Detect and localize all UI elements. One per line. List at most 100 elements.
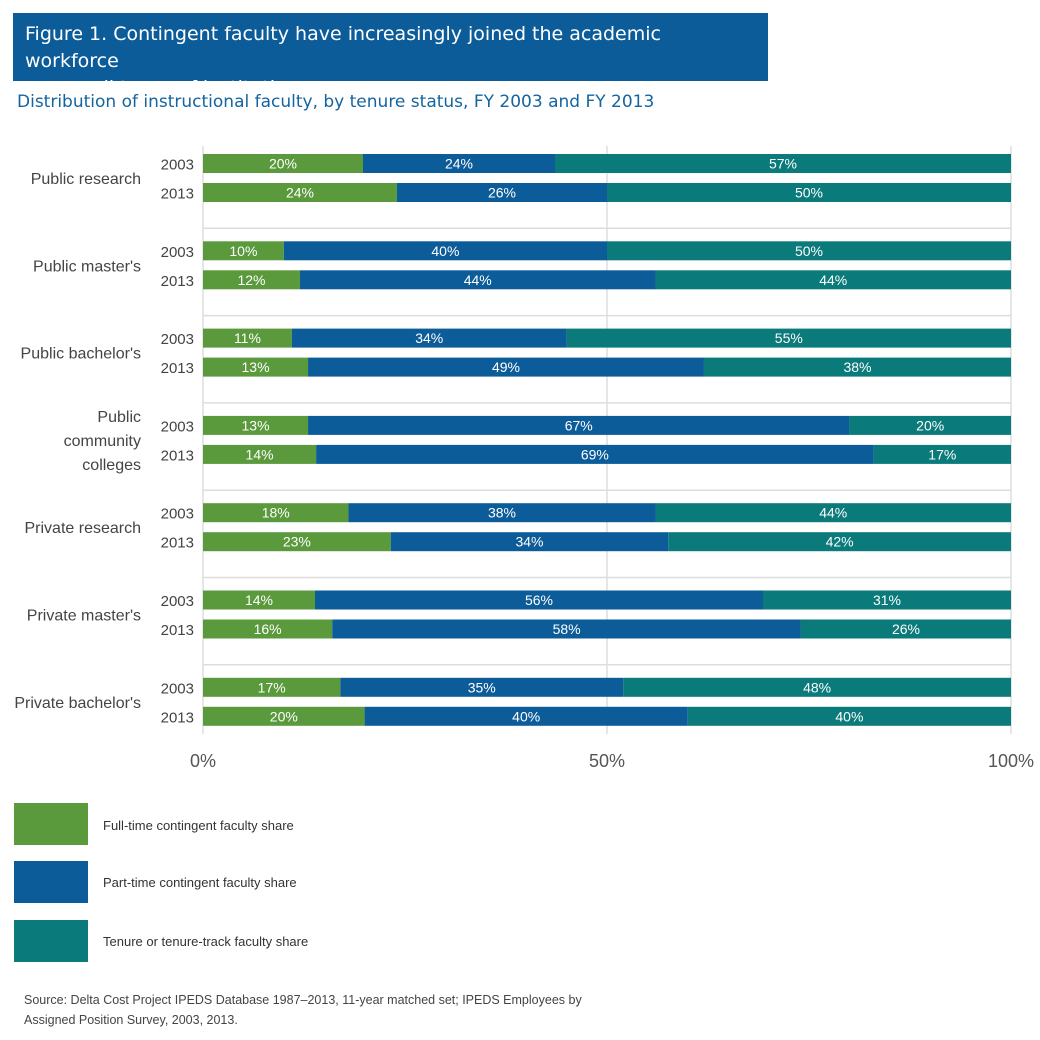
chart-subtitle: Distribution of instructional faculty, b…: [17, 92, 655, 112]
data-label-part-time: 49%: [492, 359, 520, 375]
bar-segment-part-time: [332, 619, 801, 639]
figure-title-banner: Figure 1. Contingent faculty have increa…: [13, 13, 768, 99]
data-label-tenure: 17%: [928, 446, 956, 462]
legend-label-part-time: Part-time contingent faculty share: [103, 875, 297, 890]
bar-segment-tenure: [703, 357, 1011, 377]
data-label-part-time: 34%: [415, 330, 443, 346]
bar-segment-full-time: [203, 532, 391, 552]
legend-swatch-part-time: [14, 861, 88, 903]
bar-segment-tenure: [566, 328, 1011, 348]
legend-label-tenure: Tenure or tenure-track faculty share: [103, 934, 309, 949]
year-label: 2003: [161, 244, 194, 261]
year-label: 2003: [161, 331, 194, 348]
bar-segment-part-time: [363, 154, 555, 173]
data-label-tenure: 44%: [819, 272, 847, 288]
source-line2: Assigned Position Survey, 2003, 2013.: [24, 1013, 238, 1027]
bar-segment-tenure: [655, 270, 1011, 290]
bar-segment-tenure: [555, 154, 1011, 173]
data-label-tenure: 48%: [803, 679, 831, 695]
bar-segment-full-time: [203, 241, 284, 261]
bar-segment-part-time: [291, 328, 567, 348]
data-label-full-time: 20%: [270, 708, 298, 724]
data-label-part-time: 24%: [445, 156, 473, 172]
year-label: 2003: [161, 506, 194, 523]
bar-segment-part-time: [308, 415, 850, 435]
bar-segment-full-time: [203, 619, 333, 639]
data-label-full-time: 24%: [286, 185, 314, 201]
data-label-part-time: 38%: [488, 505, 516, 521]
category-label: Public bachelor's: [21, 346, 141, 363]
year-label: 2013: [161, 709, 194, 726]
x-tick-label: 100%: [988, 751, 1034, 771]
data-label-part-time: 69%: [581, 446, 609, 462]
bar-segment-part-time: [308, 357, 704, 377]
data-label-tenure: 50%: [795, 185, 823, 201]
bar-segment-tenure: [800, 619, 1011, 639]
data-label-tenure: 57%: [769, 156, 797, 172]
source-line1: Source: Delta Cost Project IPEDS Databas…: [24, 993, 582, 1007]
bar-segment-part-time: [390, 532, 669, 552]
data-label-tenure: 40%: [835, 708, 863, 724]
bar-segment-tenure: [668, 532, 1011, 552]
legend-label-full-time: Full-time contingent faculty share: [103, 818, 294, 833]
bar-segment-full-time: [203, 590, 315, 610]
bar-segment-tenure: [849, 415, 1011, 435]
bar-segment-tenure: [607, 241, 1011, 261]
category-label: Public research: [31, 171, 141, 188]
bar-segment-part-time: [364, 706, 688, 726]
category-label: Private master's: [27, 608, 141, 625]
category-label: Private bachelor's: [14, 695, 141, 712]
legend-swatch-full-time: [14, 803, 88, 845]
bar-segment-tenure: [607, 183, 1011, 202]
data-label-full-time: 18%: [262, 505, 290, 521]
category-label: Public: [97, 409, 141, 426]
data-label-full-time: 14%: [246, 446, 274, 462]
data-label-tenure: 38%: [843, 359, 871, 375]
year-label: 2013: [161, 186, 194, 203]
data-label-part-time: 56%: [525, 592, 553, 608]
data-label-full-time: 17%: [258, 679, 286, 695]
category-label: Private research: [25, 520, 142, 537]
bar-segment-tenure: [623, 677, 1011, 697]
x-tick-label: 0%: [190, 751, 216, 771]
x-tick-label: 50%: [589, 751, 625, 771]
bar-segment-full-time: [203, 154, 363, 173]
data-label-full-time: 13%: [242, 417, 270, 433]
bar-segment-tenure: [687, 706, 1011, 726]
data-label-full-time: 11%: [234, 330, 261, 346]
year-label: 2013: [161, 535, 194, 552]
bar-segment-full-time: [203, 415, 309, 435]
figure-title-line2: across all types of institutions: [25, 77, 309, 99]
data-label-part-time: 35%: [468, 679, 496, 695]
category-label: colleges: [82, 457, 141, 474]
bar-segment-part-time: [316, 444, 874, 464]
bar-segment-tenure: [763, 590, 1011, 610]
bar-segment-part-time: [299, 270, 656, 290]
data-label-full-time: 14%: [245, 592, 273, 608]
year-label: 2003: [161, 593, 194, 610]
data-label-full-time: 20%: [269, 156, 297, 172]
year-label: 2013: [161, 360, 194, 377]
bar-segment-full-time: [203, 183, 397, 202]
data-label-full-time: 12%: [237, 272, 265, 288]
legend-swatch-tenure: [14, 920, 88, 962]
bar-segment-tenure: [655, 503, 1011, 523]
data-label-full-time: 10%: [229, 243, 257, 259]
data-label-part-time: 40%: [512, 708, 540, 724]
bar-segment-part-time: [315, 590, 763, 610]
year-label: 2013: [161, 622, 194, 639]
year-label: 2013: [161, 273, 194, 290]
stacked-bar-chart: 0% 50% 100% Public research 2003 20% 24% 57% 201…: [14, 146, 1034, 771]
data-label-tenure: 26%: [892, 621, 920, 637]
data-label-tenure: 55%: [775, 330, 803, 346]
bar-segment-full-time: [203, 357, 309, 377]
bar-segment-part-time: [396, 183, 607, 202]
bar-segment-part-time: [348, 503, 656, 523]
data-label-full-time: 16%: [254, 621, 282, 637]
data-label-full-time: 23%: [283, 534, 311, 550]
bar-segment-full-time: [203, 503, 349, 523]
category-label: Public master's: [33, 258, 141, 275]
bar-segment-part-time: [340, 677, 624, 697]
bar-segment-full-time: [203, 444, 317, 464]
data-label-part-time: 40%: [431, 243, 459, 259]
